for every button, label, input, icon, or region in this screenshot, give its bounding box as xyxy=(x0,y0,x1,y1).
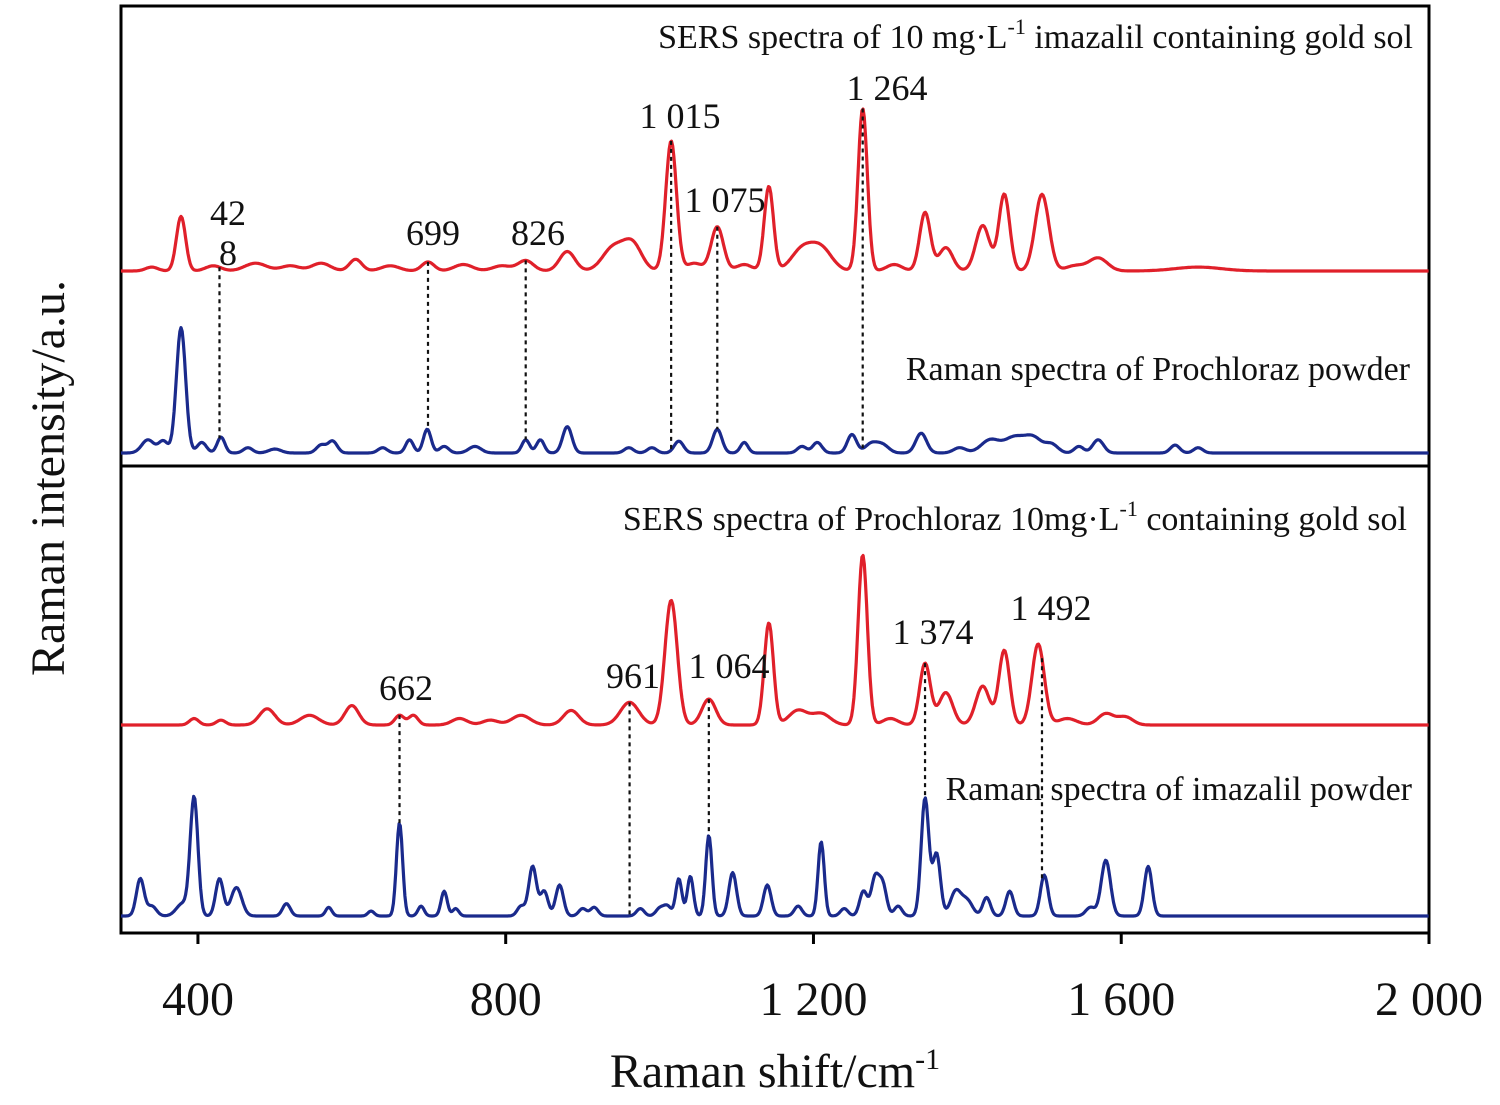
peak-annotation: 662 xyxy=(379,668,433,708)
x-axis-ticks: 400 800 1 200 1 600 2 000 xyxy=(162,933,1483,1026)
peak-annotation: 1 492 xyxy=(1011,588,1092,628)
guide-layer xyxy=(218,108,1044,916)
peak-annotation: 1 075 xyxy=(685,180,766,220)
x-axis-title-superscript: -1 xyxy=(915,1043,940,1076)
series-line-p1-s0 xyxy=(120,553,1430,727)
series-label-text: Raman spectra of imazalil powder xyxy=(946,771,1413,808)
series-label-text: SERS spectra of Prochloraz 10mg·L xyxy=(623,501,1120,538)
peak-annotation: 961 xyxy=(606,656,660,696)
series-label-superscript: -1 xyxy=(1120,496,1138,521)
peak-annotation: 826 xyxy=(511,213,565,253)
series-label-p1-s1: Raman spectra of imazalil powder xyxy=(946,771,1413,808)
series-label-superscript: -1 xyxy=(1008,14,1026,39)
series-line-p1-s1 xyxy=(120,794,1430,918)
series-layer xyxy=(120,107,1430,918)
peak-annotation: 42 8 xyxy=(210,193,246,273)
x-tick-label: 1 600 xyxy=(1067,973,1175,1026)
peak-annotation: 1 374 xyxy=(893,612,974,652)
x-tick-label: 2 000 xyxy=(1375,973,1483,1026)
series-label-text: SERS spectra of 10 mg·L xyxy=(658,19,1007,56)
series-line-p0-s1 xyxy=(120,326,1430,455)
series-label-text-tail: containing gold sol xyxy=(1138,501,1407,538)
peak-annotation: 1 015 xyxy=(640,96,721,136)
series-label-layer: SERS spectra of 10 mg·L-1 imazalil conta… xyxy=(623,14,1413,808)
x-axis-title: Raman shift/cm-1 xyxy=(610,1043,940,1098)
series-line-p0-s0 xyxy=(120,107,1430,273)
x-tick-label: 1 200 xyxy=(759,973,867,1026)
series-label-p0-s0: SERS spectra of 10 mg·L-1 imazalil conta… xyxy=(658,14,1413,56)
peak-annotation: 1 264 xyxy=(847,68,928,108)
bottom-panel-frame xyxy=(119,464,1431,935)
x-tick-label: 400 xyxy=(162,973,234,1026)
series-label-text: Raman spectra of Prochloraz powder xyxy=(906,351,1411,388)
annotation-layer: 42 8 699 826 1 015 1 075 1 264 662 961 1 064 1 374… xyxy=(210,68,1092,708)
x-tick-label: 800 xyxy=(470,973,542,1026)
series-label-text-tail: imazalil containing gold sol xyxy=(1026,19,1413,56)
peak-annotation: 699 xyxy=(406,213,460,253)
peak-annotation: 1 064 xyxy=(689,646,770,686)
series-label-p0-s1: Raman spectra of Prochloraz powder xyxy=(906,351,1411,388)
y-axis-title: Raman intensity/a.u. xyxy=(22,280,75,676)
series-label-p1-s0: SERS spectra of Prochloraz 10mg·L-1 cont… xyxy=(623,496,1407,538)
